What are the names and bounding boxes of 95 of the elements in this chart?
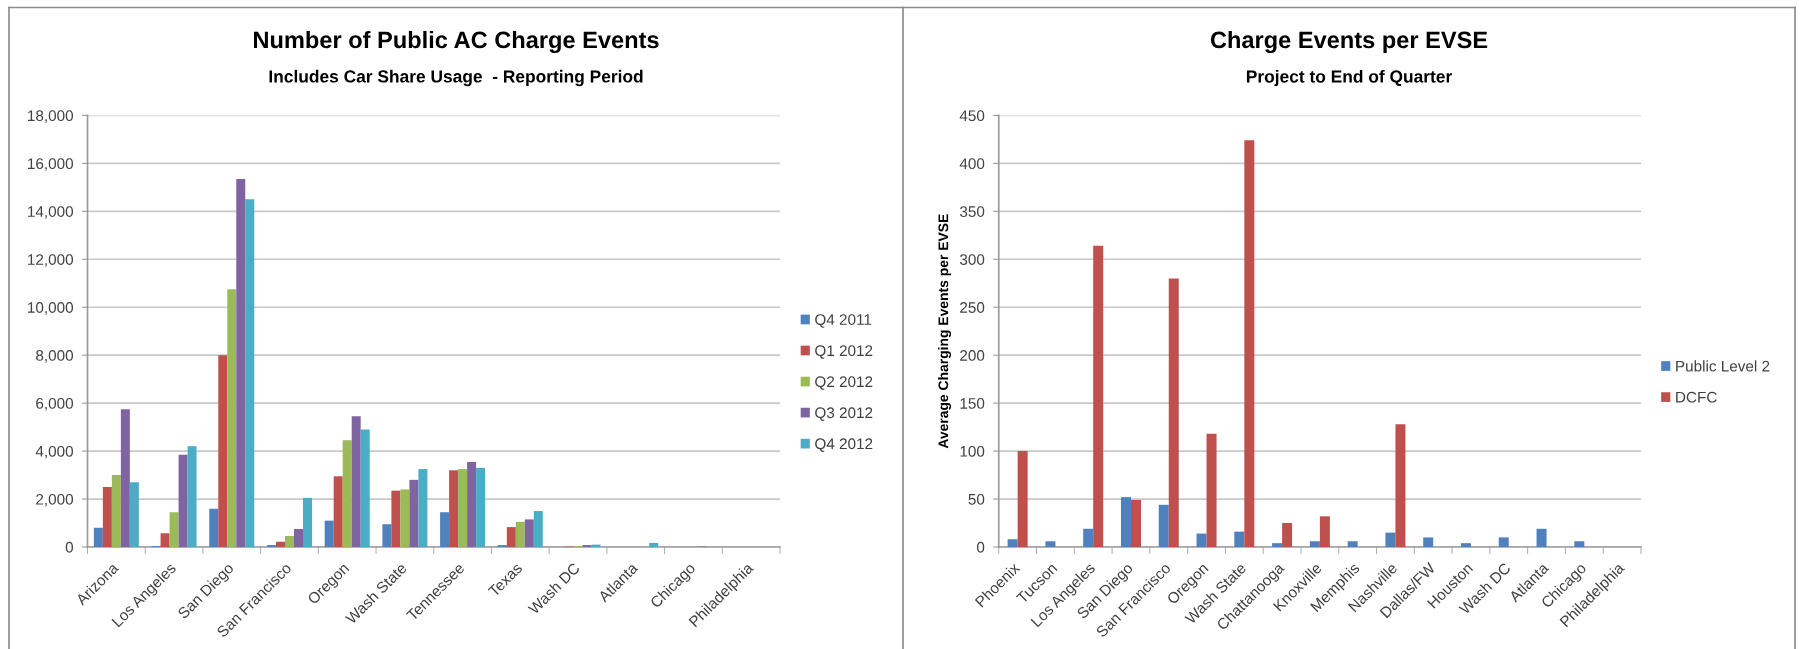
legend-label: Q4 2012 (815, 438, 873, 452)
y-tick-label: 0 (65, 541, 74, 553)
y-tick-label: 10,000 (28, 302, 74, 315)
bar (515, 521, 525, 547)
bar (284, 535, 294, 547)
y-tick-label: 50 (968, 493, 985, 505)
bar (1423, 537, 1434, 547)
bar (440, 512, 450, 547)
bar (324, 520, 334, 547)
y-tick-label: 12,000 (28, 254, 74, 267)
bar (649, 542, 659, 547)
y-tick-label: 4,000 (35, 445, 74, 459)
bar (1158, 504, 1169, 547)
bar (1017, 451, 1028, 547)
bar (1083, 528, 1094, 547)
legend-label: Q2 2012 (815, 376, 873, 390)
bar (236, 178, 246, 547)
bar (351, 416, 361, 547)
bar (169, 512, 179, 547)
chart-subtitle: Includes Car Share Usage - Reporting Period (269, 69, 643, 87)
bar (1234, 531, 1245, 547)
y-tick-label: 16,000 (28, 158, 74, 171)
bar (400, 489, 410, 547)
chart-title: Number of Public AC Charge Events (254, 30, 659, 54)
bar (1196, 533, 1207, 547)
bar (1244, 140, 1255, 547)
y-tick-label: 6,000 (36, 398, 74, 411)
bar (1168, 278, 1179, 547)
y-tick-label: 100 (960, 445, 985, 457)
bar (360, 429, 370, 547)
bar (418, 469, 428, 547)
y-tick-label: 8,000 (36, 350, 74, 363)
bar (1282, 523, 1293, 547)
bar (1319, 516, 1330, 547)
bar (1045, 541, 1056, 547)
bar (458, 469, 468, 547)
bar (391, 490, 401, 547)
bar (1309, 541, 1320, 547)
bar (245, 199, 255, 547)
bar (1347, 541, 1358, 547)
bar (506, 527, 516, 547)
legend-label: DCFC (1676, 391, 1717, 403)
bar (533, 511, 543, 547)
bar (1395, 424, 1406, 547)
bar (293, 529, 303, 547)
y-tick-label: 350 (959, 206, 985, 217)
bar (111, 475, 121, 547)
bar (1385, 532, 1396, 547)
bar (227, 289, 237, 547)
bar (1130, 500, 1141, 547)
y-tick-label: 0 (976, 541, 985, 553)
bar (409, 479, 419, 547)
legend-label: Q3 2012 (815, 407, 873, 421)
bar (160, 533, 170, 547)
bar (187, 446, 197, 547)
y-tick-label: 300 (959, 254, 985, 265)
bar (302, 497, 312, 547)
bar (1536, 528, 1547, 547)
bar (1498, 537, 1509, 547)
y-tick-label: 200 (960, 350, 985, 361)
bar (178, 454, 188, 547)
bar (1120, 497, 1131, 547)
chart-title: Charge Events per EVSE (1210, 30, 1488, 54)
bar (129, 482, 139, 547)
bar (93, 527, 103, 547)
bar (1007, 539, 1018, 547)
y-tick-label: 250 (960, 302, 985, 313)
bar (1206, 433, 1217, 547)
bar (1272, 543, 1283, 547)
y-tick-label: 150 (960, 398, 985, 409)
y-tick-label: 14,000 (28, 206, 74, 219)
legend-label: Public Level 2 (1676, 360, 1770, 372)
y-tick-label: 2,000 (36, 493, 74, 507)
bar (467, 461, 477, 547)
legend-label: Q4 2011 (815, 314, 872, 328)
legend-label: Q1 2012 (815, 345, 873, 359)
bar (1574, 541, 1585, 547)
bar (342, 440, 352, 547)
bar (1093, 245, 1104, 547)
bar (209, 508, 219, 547)
bar (102, 487, 112, 547)
bar (524, 519, 534, 547)
bar (275, 541, 285, 547)
bar (120, 409, 130, 547)
y-axis-title: Average Charging Events per EVSE (938, 214, 952, 449)
y-tick-label: 400 (959, 158, 985, 170)
chart-subtitle: Project to End of Quarter (1246, 69, 1452, 87)
bar (476, 467, 486, 547)
bar (333, 476, 343, 547)
bar (449, 470, 459, 547)
y-tick-label: 450 (959, 110, 985, 122)
bar (218, 355, 228, 547)
y-tick-label: 18,000 (28, 110, 74, 123)
bar (1460, 543, 1471, 547)
bar (382, 524, 392, 547)
